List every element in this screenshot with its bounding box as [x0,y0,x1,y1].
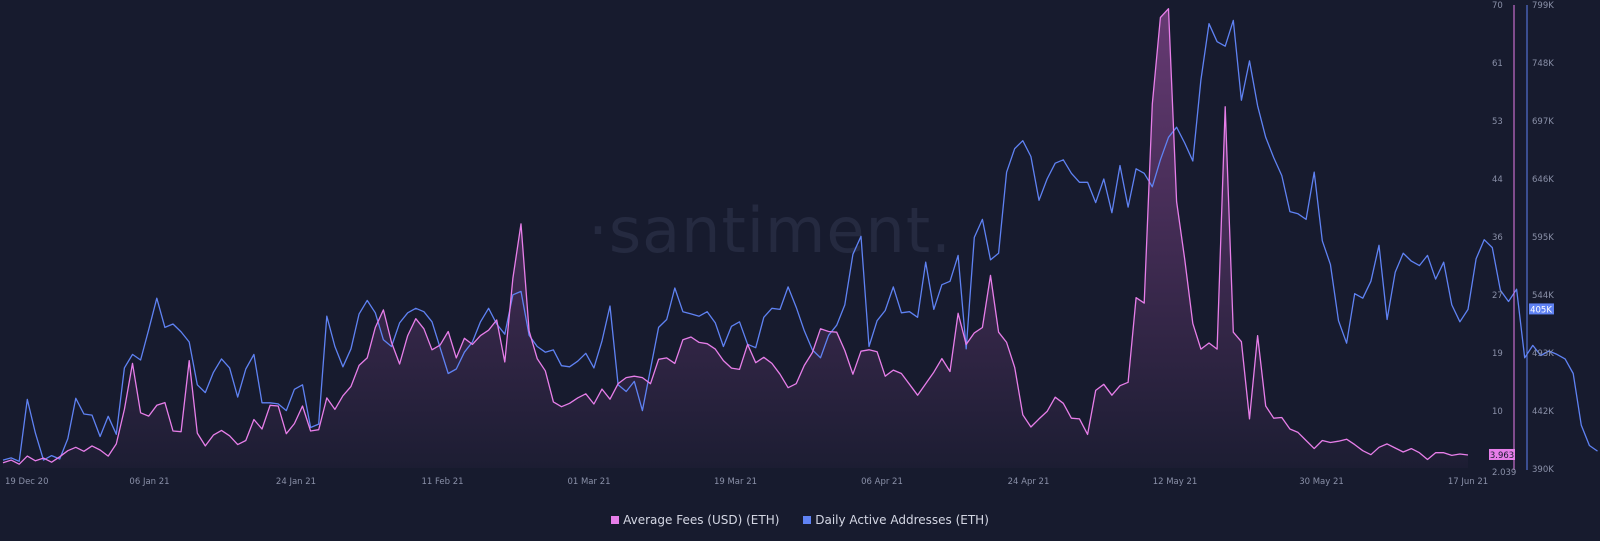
y-axis-active-addresses: 799K 748K 697K 646K 595K 544K 493K 442K 390K [1532,1,1554,475]
daily-active-addresses-series [2,19,1598,462]
y-left-tick-label: 27 [1492,291,1503,301]
y-left-tick-label: 19 [1492,349,1503,359]
current-value-badges: 3.963 405K [1489,303,1554,461]
y-right-tick-label: 544K [1532,291,1554,301]
x-tick-label: 12 May 21 [1153,477,1198,487]
y-left-tick-label: 53 [1492,117,1503,127]
y-right-tick-label: 493K [1532,349,1554,359]
legend-item-daily-active-addresses[interactable]: Daily Active Addresses (ETH) [803,513,989,527]
y-right-tick-label: 646K [1532,175,1554,185]
fees-current-value: 3.963 [1490,451,1514,461]
x-tick-label: 06 Apr 21 [861,477,903,487]
y-right-tick-label: 697K [1532,117,1554,127]
x-axis: 19 Dec 20 06 Jan 21 24 Jan 21 11 Feb 21 01 M… [5,477,1488,487]
y-right-tick-label: 595K [1532,233,1554,243]
x-tick-label: 19 Mar 21 [714,477,757,487]
y-right-tick-label: 442K [1532,407,1554,417]
y-left-tick-label: 61 [1492,59,1503,69]
x-tick-label: 17 Jun 21 [1448,477,1488,487]
dau-current-value: 405K [1530,305,1552,315]
average-fees-area [3,8,1468,468]
dau-current-badge [1529,303,1554,315]
y-axis-fees: 70 61 53 44 36 27 19 10 2.039 [1492,1,1516,478]
legend-swatch-daily-active-addresses [803,516,812,524]
legend-item-average-fees[interactable]: Average Fees (USD) (ETH) [611,513,779,527]
fees-current-badge [1489,448,1515,460]
fees-area-layer [3,8,1468,468]
average-fees-series [2,8,1469,465]
y-left-tick-label: 36 [1492,233,1503,243]
y-right-tick-label: 390K [1532,465,1554,475]
watermark: ·santiment. [588,194,952,267]
x-tick-label: 11 Feb 21 [421,477,463,487]
legend-label-daily-active-addresses: Daily Active Addresses (ETH) [815,513,989,527]
y-left-tick-label: 10 [1492,407,1503,417]
legend: Average Fees (USD) (ETH) Daily Active Ad… [0,513,1600,527]
x-tick-label: 30 May 21 [1299,477,1344,487]
legend-swatch-average-fees [611,516,620,524]
y-left-tick-label: 70 [1492,1,1503,11]
x-tick-label: 19 Dec 20 [5,477,48,487]
y-left-tick-label: 2.039 [1492,468,1516,478]
daily-active-addresses-line [2,19,1598,462]
x-tick-label: 06 Jan 21 [129,477,169,487]
legend-label-average-fees: Average Fees (USD) (ETH) [623,513,780,527]
x-tick-label: 01 Mar 21 [567,477,610,487]
y-left-tick-label: 44 [1492,175,1503,185]
average-fees-line [2,8,1469,465]
x-tick-label: 24 Jan 21 [276,477,316,487]
y-right-tick-label: 799K [1532,1,1554,11]
y-right-tick-label: 748K [1532,59,1554,69]
x-tick-label: 24 Apr 21 [1008,477,1050,487]
